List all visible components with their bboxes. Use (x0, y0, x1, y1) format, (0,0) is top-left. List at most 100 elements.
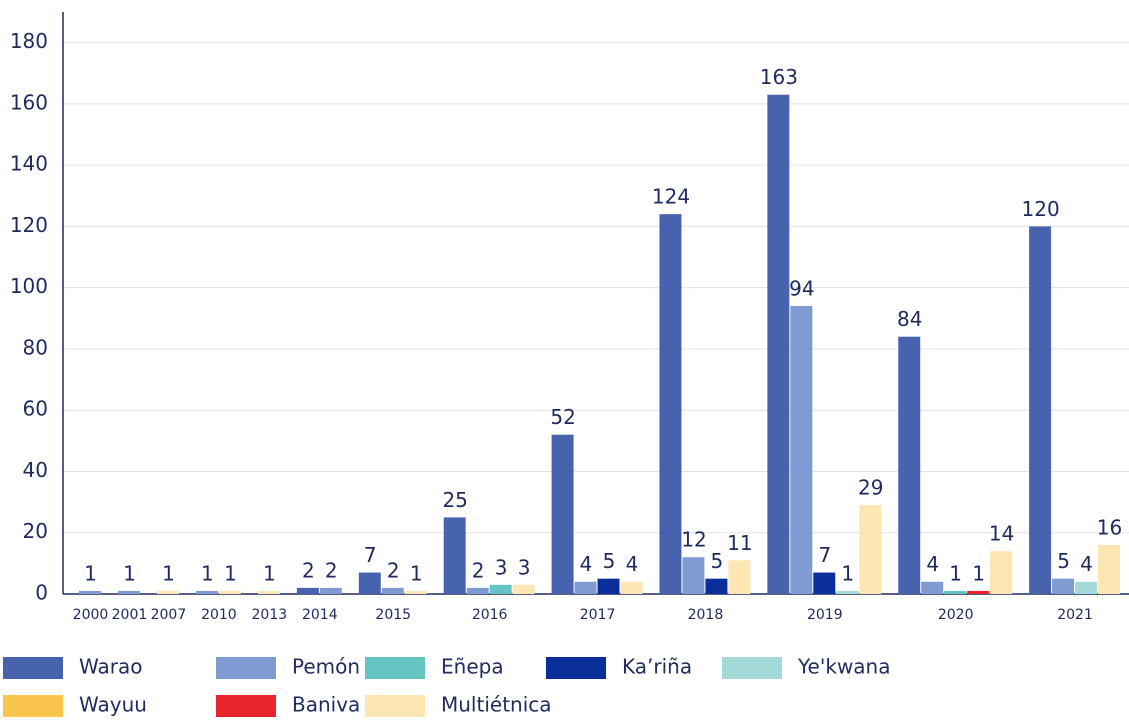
y-tick-label: 20 (23, 519, 48, 543)
value-label: 2 (472, 558, 485, 582)
bar (218, 590, 241, 594)
value-label: 16 (1097, 515, 1122, 539)
x-tick-label: 2014 (302, 607, 338, 623)
legend-label: Eñepa (441, 655, 504, 679)
bar (117, 590, 140, 594)
value-label: 2 (325, 558, 338, 582)
value-label: 1 (410, 561, 423, 585)
value-label: 5 (1057, 549, 1070, 573)
bar (990, 551, 1013, 594)
bar (319, 587, 342, 594)
x-tick-label: 2010 (201, 607, 237, 623)
x-tick-label: 2015 (375, 607, 411, 623)
bar (358, 572, 381, 594)
bar (156, 590, 179, 594)
x-tick-label: 2016 (472, 607, 508, 623)
x-tick-label: 2000 (73, 607, 109, 623)
legend-swatch (3, 657, 63, 679)
bar (1052, 578, 1075, 594)
bar (512, 584, 535, 594)
bar (921, 581, 944, 594)
bar (790, 306, 813, 594)
value-label: 12 (681, 528, 706, 552)
value-label: 2 (387, 558, 400, 582)
y-tick-label: 100 (10, 274, 48, 298)
x-tick-label: 2019 (807, 607, 843, 623)
bar (859, 505, 882, 594)
value-label: 1 (949, 561, 962, 585)
bar (257, 590, 280, 594)
legend-swatch (546, 657, 606, 679)
value-label: 25 (442, 488, 467, 512)
value-label: 4 (580, 552, 593, 576)
y-tick-label: 40 (23, 458, 48, 482)
bar (381, 587, 404, 594)
legend-swatch (216, 695, 276, 717)
value-label: 1 (841, 561, 854, 585)
bar (898, 336, 921, 594)
value-label: 84 (897, 307, 922, 331)
legend-swatch (3, 695, 63, 717)
legend-swatch (216, 657, 276, 679)
bar (443, 517, 466, 594)
value-label: 1 (224, 561, 237, 585)
value-label: 2 (302, 558, 315, 582)
bar (1029, 226, 1052, 594)
bar (296, 587, 319, 594)
y-tick-label: 80 (23, 335, 48, 359)
value-label: 120 (1022, 197, 1060, 221)
x-tick-label: 2001 (112, 607, 148, 623)
y-tick-label: 120 (10, 213, 48, 237)
value-label: 3 (495, 555, 508, 579)
y-tick-label: 180 (10, 29, 48, 53)
x-tick-label: 2018 (688, 607, 724, 623)
bar (597, 578, 620, 594)
y-tick-label: 160 (10, 90, 48, 114)
x-tick-label: 2017 (580, 607, 616, 623)
legend-label: Pemón (292, 655, 360, 679)
legend-swatch (722, 657, 782, 679)
value-label: 1 (972, 561, 985, 585)
legend-label: Wayuu (79, 693, 147, 717)
x-tick-label: 2013 (252, 607, 288, 623)
bar (767, 94, 790, 594)
value-label: 7 (364, 543, 377, 567)
bar (944, 590, 967, 594)
value-label: 94 (789, 277, 814, 301)
y-tick-label: 0 (35, 581, 48, 605)
bar (836, 590, 859, 594)
bar (404, 590, 427, 594)
value-label: 3 (518, 555, 531, 579)
value-label: 4 (626, 552, 639, 576)
legend-label: Ye'kwana (797, 655, 891, 679)
value-label: 1 (84, 561, 97, 585)
value-label: 14 (989, 522, 1014, 546)
value-label: 5 (711, 549, 724, 573)
value-label: 7 (818, 543, 831, 567)
y-tick-label: 60 (23, 397, 48, 421)
bar (574, 581, 597, 594)
value-label: 163 (760, 65, 798, 89)
bar (195, 590, 218, 594)
value-label: 5 (603, 549, 616, 573)
bar (682, 557, 705, 594)
legend-swatch (365, 695, 425, 717)
bar (728, 560, 751, 594)
bar (813, 572, 836, 594)
value-label: 29 (858, 476, 883, 500)
bar (551, 434, 574, 594)
value-label: 1 (201, 561, 214, 585)
legend-label: Multiétnica (441, 693, 552, 717)
value-label: 11 (727, 531, 752, 555)
legend-label: Warao (79, 655, 142, 679)
y-tick-label: 140 (10, 152, 48, 176)
bar (659, 214, 682, 594)
x-tick-label: 2007 (151, 607, 187, 623)
value-label: 4 (1080, 552, 1093, 576)
bar (620, 581, 643, 594)
legend-label: Baniva (292, 693, 360, 717)
value-label: 124 (652, 185, 690, 209)
bar (1075, 581, 1098, 594)
bar (489, 584, 512, 594)
